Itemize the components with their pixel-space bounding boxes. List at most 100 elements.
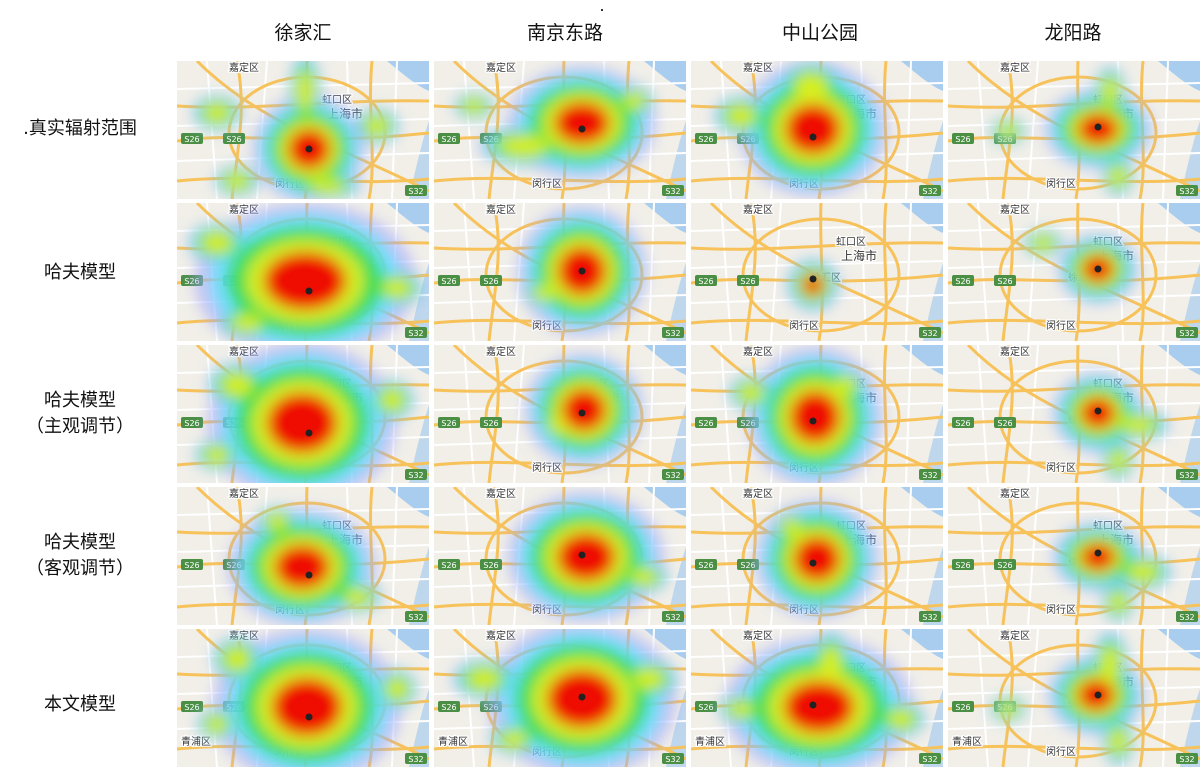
highway-shield-s32: S32 <box>1176 469 1198 480</box>
district-label-minhang: 闵行区 <box>789 319 819 332</box>
highway-shield-s26: S26 <box>994 275 1016 286</box>
heat-layer <box>194 345 415 483</box>
heat-zone <box>385 677 409 701</box>
district-label-minhang: 闵行区 <box>1046 177 1076 190</box>
major-road <box>487 203 500 341</box>
major-road <box>1138 203 1145 341</box>
map-labels: S26S26S32嘉定区虹口区上海市徐汇区闵行区 <box>695 203 941 338</box>
heatmap-tile: S26S26S32嘉定区虹口区上海市徐汇区闵行区 <box>177 487 429 625</box>
station-center-point <box>809 275 817 283</box>
stray-dot <box>601 9 603 11</box>
heat-zone <box>532 285 556 301</box>
minor-road <box>206 487 218 625</box>
heatmap-tile: S26S26S32嘉定区虹口区上海市徐汇区闵行区 <box>948 203 1200 341</box>
heatmap-tile: S26S26S32嘉定区虹口区上海市徐汇区闵行区 <box>434 487 686 625</box>
heatmap-map: S26S26S32嘉定区虹口区上海市徐汇区闵行区 <box>691 61 943 199</box>
station-center-point <box>578 267 586 275</box>
svg-text:S26: S26 <box>184 561 199 570</box>
heatmap-map: S26S26S32嘉定区虹口区上海市徐汇区闵行区 <box>948 203 1200 341</box>
heatmap-map: S26S26S32嘉定区虹口区上海市徐汇区闵行区青浦区 <box>434 629 686 767</box>
svg-text:S32: S32 <box>665 187 680 196</box>
highway-shield-s26: S26 <box>952 133 974 144</box>
minor-road <box>463 487 475 625</box>
minor-road <box>977 203 989 341</box>
minor-road <box>1162 345 1169 483</box>
minor-road <box>1162 61 1169 199</box>
svg-text:S32: S32 <box>408 187 423 196</box>
row-header-line2: （客观调节） <box>26 558 134 579</box>
district-label-jiading: 嘉定区 <box>1000 203 1030 216</box>
svg-text:S26: S26 <box>184 419 199 428</box>
heat-zone <box>622 92 646 110</box>
svg-text:S32: S32 <box>922 613 937 622</box>
highway-shield-s26: S26 <box>181 559 203 570</box>
row-header-line1: 本文模型 <box>44 694 116 715</box>
major-road <box>744 203 757 341</box>
minor-road <box>463 203 475 341</box>
highway-shield-s32: S32 <box>662 469 684 480</box>
district-label-jiading: 嘉定区 <box>486 487 516 500</box>
heat-zone <box>264 252 346 310</box>
svg-text:S26: S26 <box>698 135 713 144</box>
svg-text:S26: S26 <box>955 703 970 712</box>
column-header: 龙阳路 <box>1044 22 1102 44</box>
highway-shield-s32: S32 <box>405 753 427 764</box>
heatmap-tile: S26S26S32嘉定区虹口区上海市徐汇区闵行区 <box>691 487 943 625</box>
heat-zone <box>1100 645 1120 683</box>
major-road <box>881 487 888 625</box>
heat-zone <box>462 98 486 114</box>
svg-text:S26: S26 <box>483 419 498 428</box>
district-label-minhang: 闵行区 <box>1046 603 1076 616</box>
heat-zone <box>379 388 405 412</box>
station-center-point <box>1094 691 1102 699</box>
heatmap-map: S26S26S32嘉定区虹口区上海市徐汇区闵行区青浦区 <box>948 629 1200 767</box>
heatmap-tile: S26S26S32嘉定区虹口区上海市徐汇区闵行区 <box>691 61 943 199</box>
heat-zone <box>1109 448 1127 472</box>
svg-text:S26: S26 <box>184 135 199 144</box>
heatmap-tile: S26S26S32嘉定区虹口区上海市徐汇区闵行区 <box>948 345 1200 483</box>
minor-road <box>977 629 989 767</box>
heatmap-map: S26S26S32嘉定区虹口区上海市徐汇区闵行区青浦区 <box>691 629 943 767</box>
highway-shield-s32: S32 <box>662 611 684 622</box>
highway-shield-s26: S26 <box>438 417 460 428</box>
heat-zone <box>204 446 230 464</box>
district-label-jiading: 嘉定区 <box>743 345 773 358</box>
svg-text:S26: S26 <box>226 135 241 144</box>
row-header-line1: .真实辐射范围 <box>23 118 137 139</box>
heatmap-tile: S26S26S32嘉定区虹口区上海市徐汇区闵行区 <box>691 345 943 483</box>
svg-text:S26: S26 <box>441 277 456 286</box>
heat-zone <box>819 645 843 683</box>
svg-text:S32: S32 <box>665 329 680 338</box>
minor-road <box>1162 203 1169 341</box>
heat-zone <box>557 533 615 581</box>
district-label-jiading: 嘉定区 <box>743 629 773 642</box>
highway-shield-s32: S32 <box>662 185 684 196</box>
highway-shield-s26: S26 <box>438 275 460 286</box>
minor-road <box>463 345 475 483</box>
heat-zone <box>998 701 1018 717</box>
heat-zone <box>738 383 764 403</box>
district-label-jiading: 嘉定区 <box>1000 629 1030 642</box>
heat-layer <box>989 65 1152 197</box>
minor-road <box>648 345 655 483</box>
minor-road <box>720 203 732 341</box>
heat-zone <box>1101 77 1119 105</box>
heat-zone <box>630 568 658 586</box>
district-label-minhang: 闵行区 <box>532 177 562 190</box>
row-header-line2: （主观调节） <box>26 416 134 437</box>
heat-zone <box>272 678 342 736</box>
highway-shield-s26: S26 <box>737 275 759 286</box>
heat-layer <box>196 629 418 767</box>
highway-shield-s26: S26 <box>480 275 502 286</box>
heatmap-tile: S26S26S32嘉定区虹口区上海市徐汇区闵行区 <box>948 61 1200 199</box>
heat-layer <box>718 629 927 767</box>
major-road <box>691 241 943 251</box>
heat-zone <box>224 172 250 190</box>
heat-zone <box>785 104 841 154</box>
svg-text:S32: S32 <box>922 329 937 338</box>
highway-shield-s32: S32 <box>405 327 427 338</box>
heat-zone <box>1081 544 1115 570</box>
heatmap-map: S26S26S32嘉定区虹口区上海市徐汇区闵行区 <box>948 345 1200 483</box>
major-road <box>487 345 500 483</box>
minor-road <box>905 61 912 199</box>
